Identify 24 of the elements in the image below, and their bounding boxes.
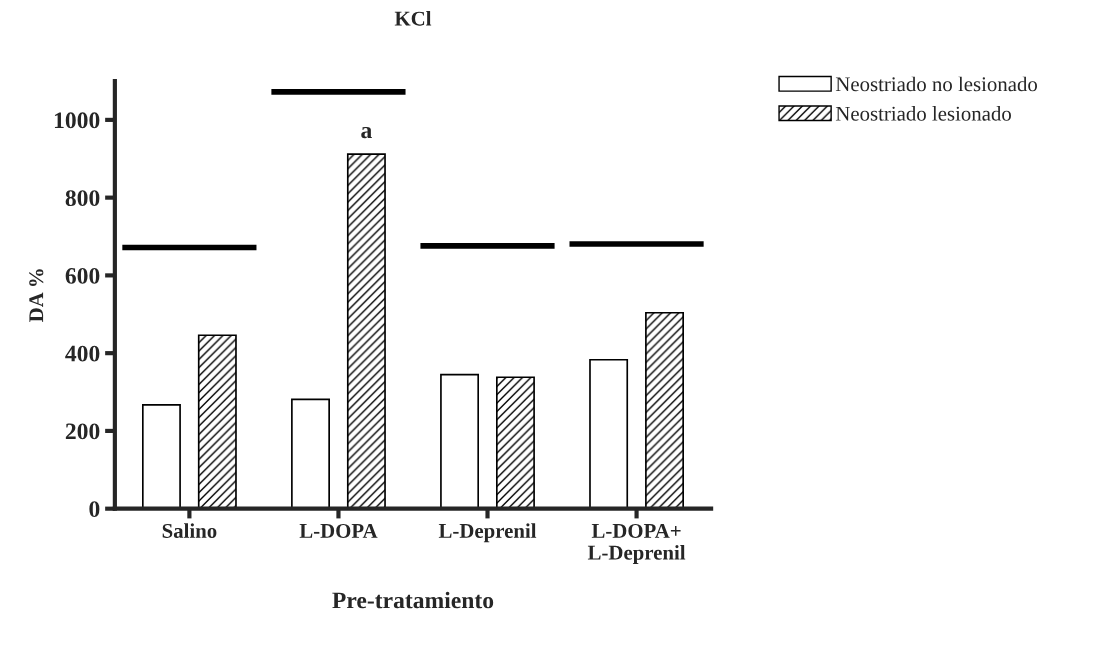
bar xyxy=(291,398,330,509)
bar xyxy=(645,311,684,509)
bar xyxy=(346,153,386,509)
bar xyxy=(141,404,181,509)
annotation: a xyxy=(361,126,372,139)
bar xyxy=(589,358,629,509)
x-axis-title: Pre-tratamiento xyxy=(332,591,494,609)
x-tick-label: L-Deprenil xyxy=(438,523,537,543)
x-tick-label: L-DOPA+ L-Deprenil xyxy=(587,523,686,564)
chart-title: KCl xyxy=(394,10,432,26)
bar xyxy=(197,334,237,509)
y-axis-title: DA % xyxy=(29,269,44,322)
bar xyxy=(440,373,480,509)
y-tick-label: 600 xyxy=(65,267,100,284)
y-tick-label: 0 xyxy=(89,501,100,518)
y-tick-label: 200 xyxy=(65,423,100,440)
x-tick-label: Salino xyxy=(162,523,217,538)
y-tick-label: 400 xyxy=(65,345,100,362)
y-tick-label: 800 xyxy=(65,190,100,207)
legend-label: Neostriado lesionado xyxy=(835,106,1011,121)
bar xyxy=(495,376,535,509)
x-tick-label: L-DOPA xyxy=(299,523,378,538)
legend-label: Neostriado no lesionado xyxy=(835,76,1038,92)
y-tick-label: 1000 xyxy=(54,112,100,129)
